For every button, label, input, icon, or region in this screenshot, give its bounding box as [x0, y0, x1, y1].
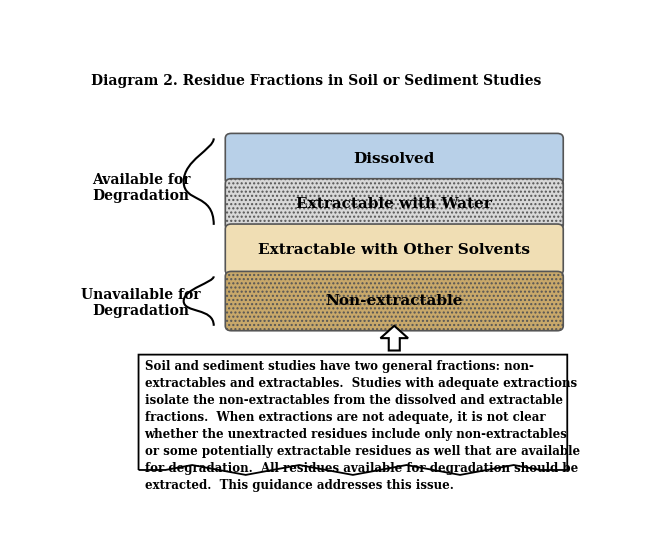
FancyBboxPatch shape: [225, 271, 564, 331]
Text: Diagram 2. Residue Fractions in Soil or Sediment Studies: Diagram 2. Residue Fractions in Soil or …: [91, 74, 542, 88]
PathPatch shape: [138, 355, 567, 475]
Text: Unavailable for
Degradation: Unavailable for Degradation: [82, 288, 201, 318]
FancyBboxPatch shape: [225, 133, 564, 185]
Text: Dissolved: Dissolved: [353, 152, 435, 166]
Polygon shape: [380, 326, 408, 350]
FancyBboxPatch shape: [225, 179, 564, 230]
Text: Extractable with Water: Extractable with Water: [296, 197, 492, 211]
Text: Extractable with Other Solvents: Extractable with Other Solvents: [258, 242, 531, 257]
Text: Non-extractable: Non-extractable: [325, 294, 463, 308]
Text: Soil and sediment studies have two general fractions: non-
extractables and extr: Soil and sediment studies have two gener…: [144, 360, 580, 492]
FancyBboxPatch shape: [225, 224, 564, 275]
Text: Available for
Degradation: Available for Degradation: [92, 173, 190, 203]
